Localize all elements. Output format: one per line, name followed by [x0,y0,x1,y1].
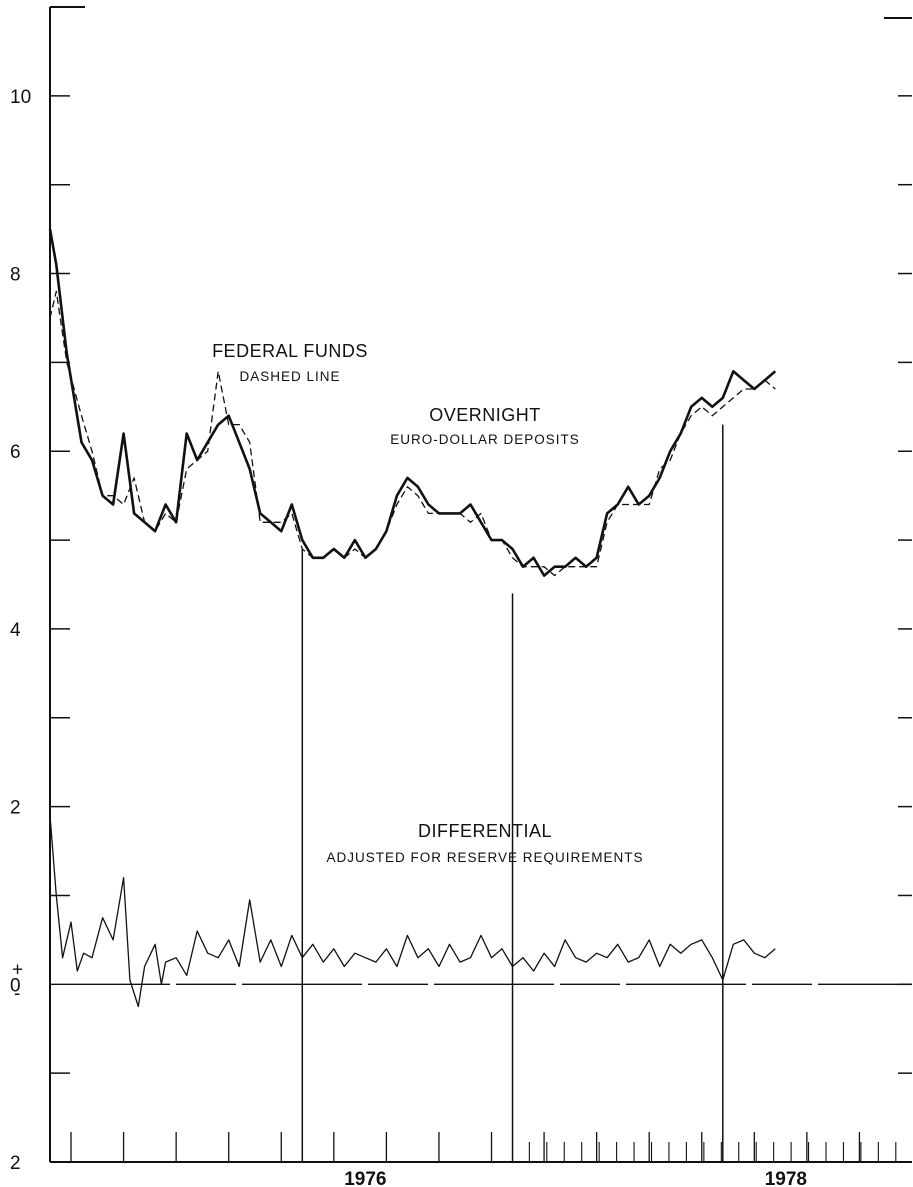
y-tick-label: 2 [10,1153,21,1174]
zero-minus-sign: - [14,983,20,1004]
euro-dollar-line [48,228,777,577]
y-tick-label: 2 [10,798,21,819]
vertical-markers [301,424,724,1162]
fedfunds-annotation-title: FEDERAL FUNDS [212,341,368,361]
federal-funds-line [49,290,776,577]
y-tick-label: 4 [10,620,21,641]
differential-annotation-title: DIFFERENTIAL [418,821,552,841]
differential-annotation-subtitle: ADJUSTED FOR RESERVE REQUIREMENTS [326,850,643,865]
differential-line [49,815,776,1008]
series-lines [48,228,777,1008]
zero-plus-sign: + [12,959,23,980]
y-tick-label: 10 [10,87,31,108]
fedfunds-annotation-subtitle: DASHED LINE [239,369,340,384]
y-tick-label: 0 [10,975,21,996]
y-tick-label: 8 [10,265,21,286]
overnight-annotation-subtitle: EURO-DOLLAR DEPOSITS [390,432,580,447]
x-tick-label: 1978 [765,1169,807,1187]
y-tick-label: 6 [10,442,21,463]
overnight-annotation-title: OVERNIGHT [429,405,541,425]
x-tick-label: 1976 [344,1169,386,1187]
axes: 10 8 6 4 2 0 2 + - 1976 1978 [10,6,912,1187]
